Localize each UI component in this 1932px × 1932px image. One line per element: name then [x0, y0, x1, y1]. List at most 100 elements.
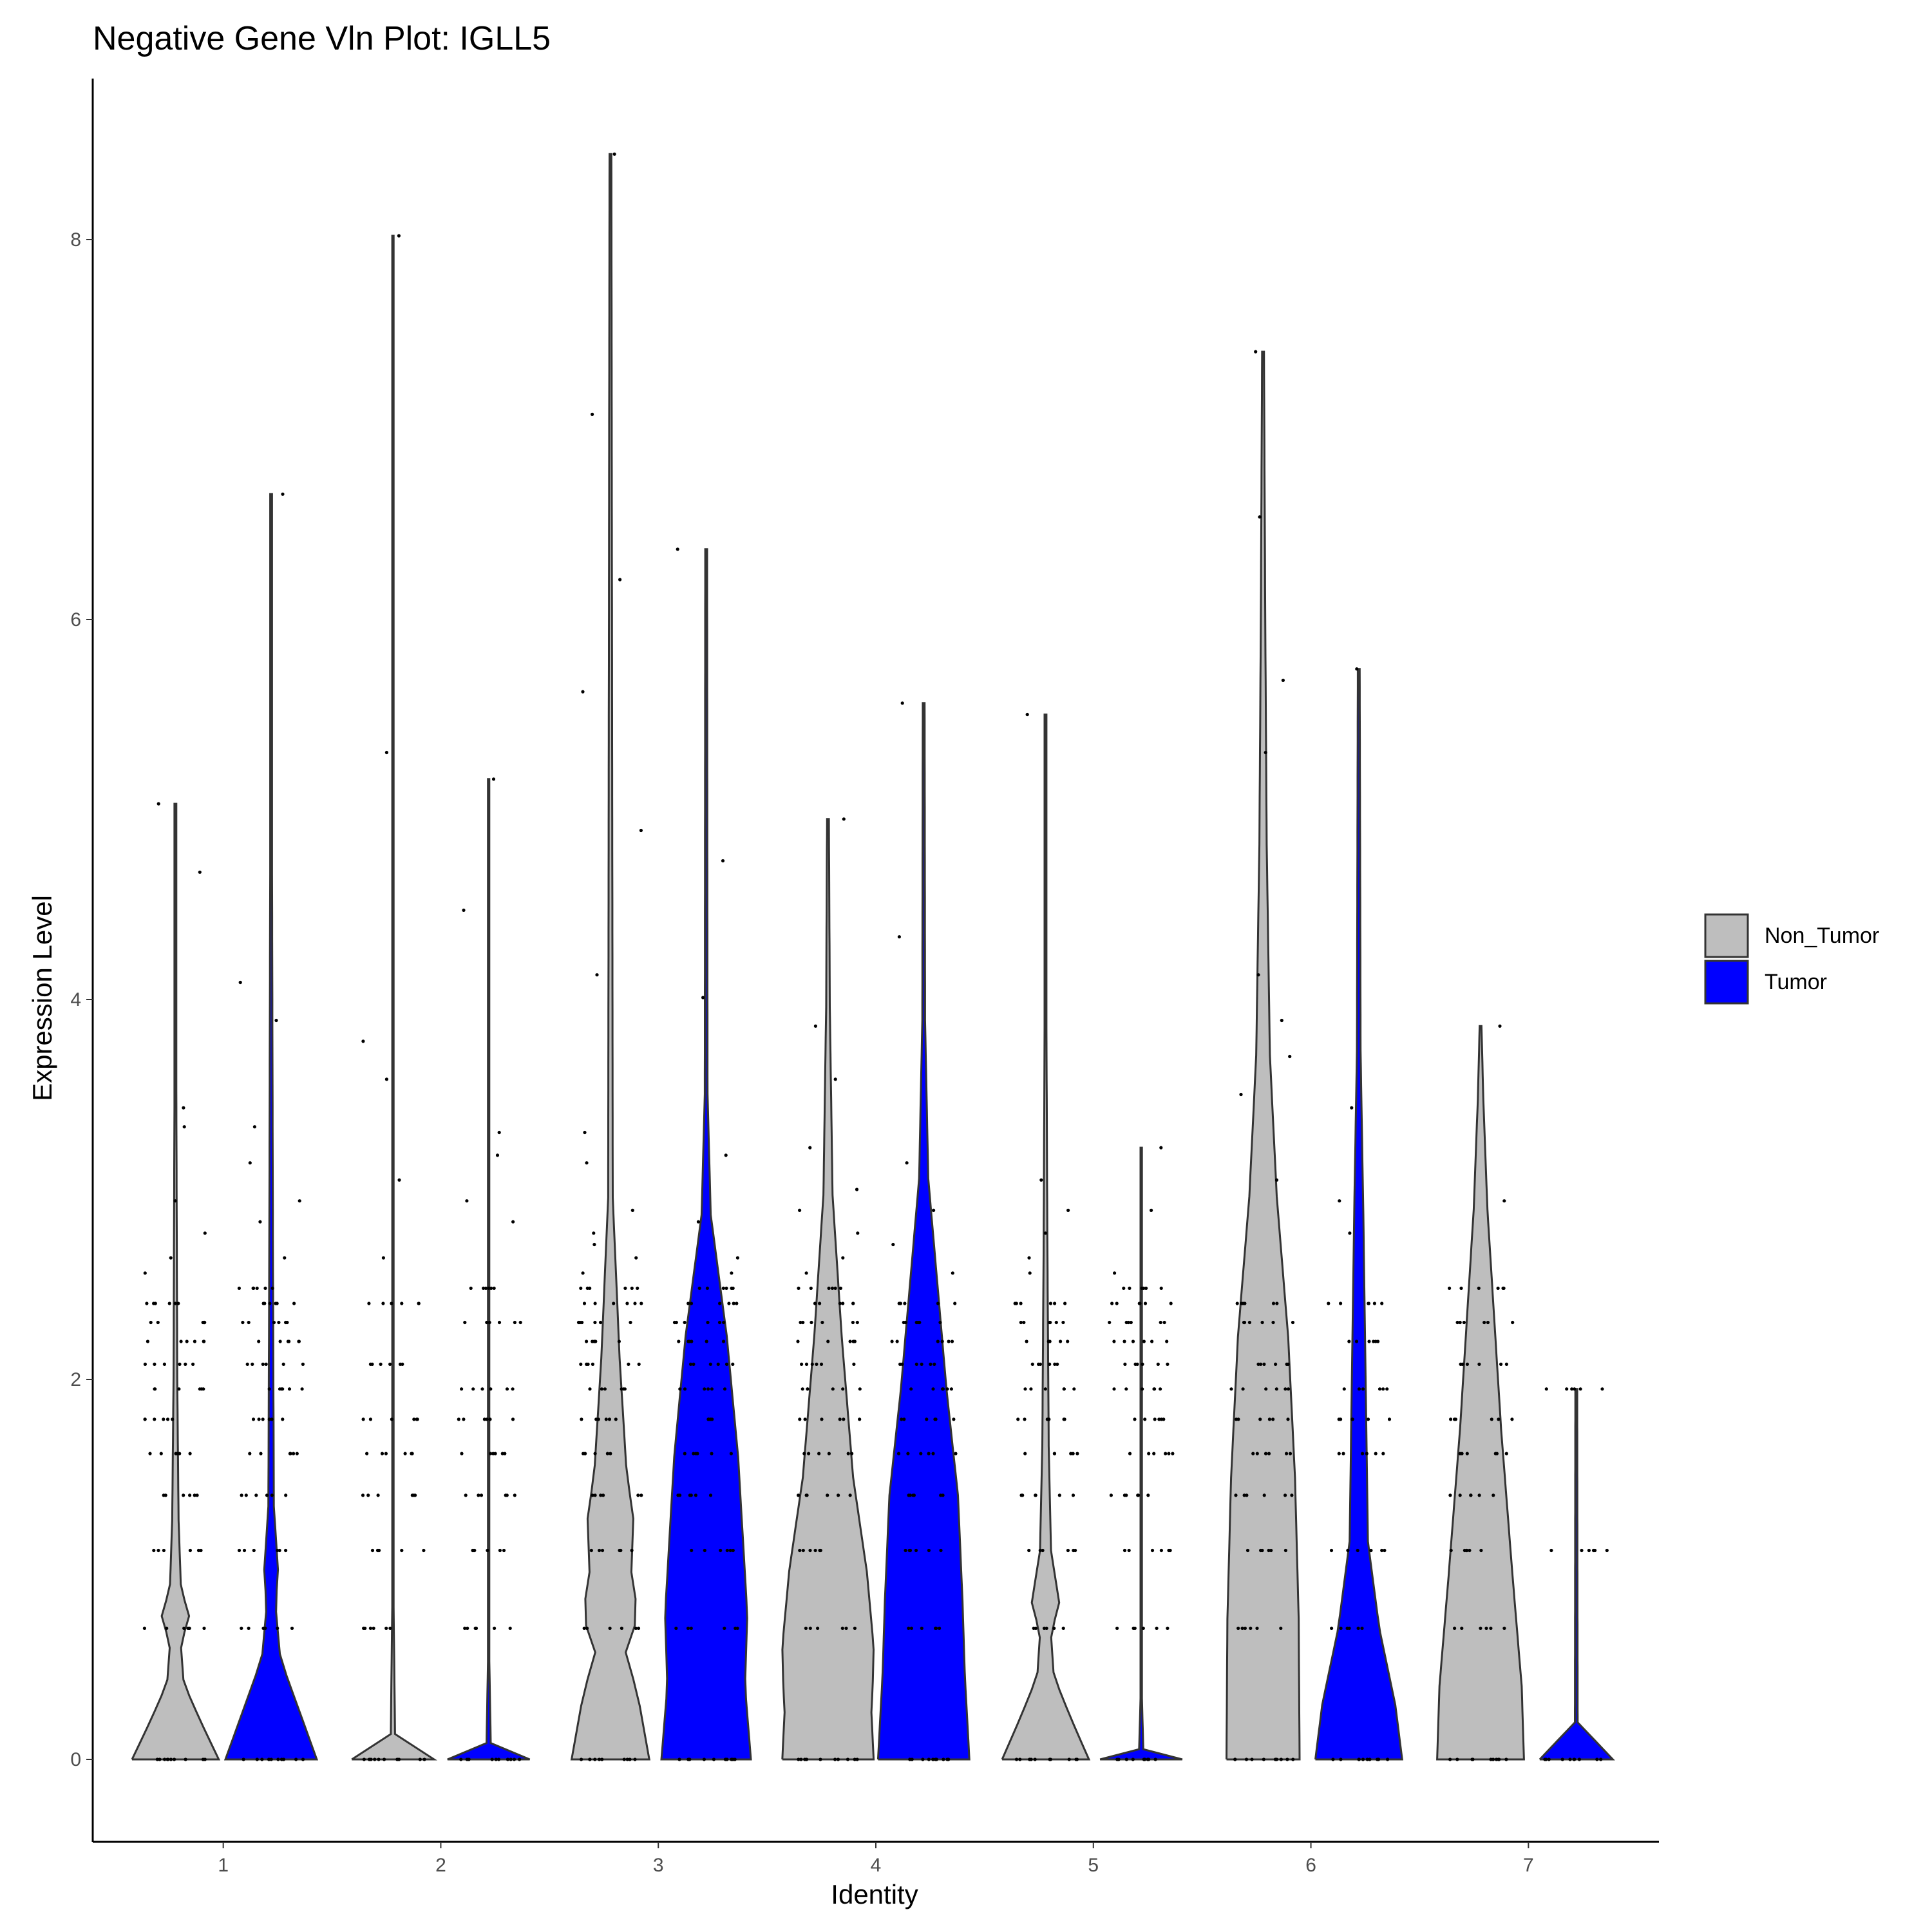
data-point	[1259, 1548, 1263, 1553]
data-point	[633, 1302, 637, 1305]
data-point	[1245, 1548, 1250, 1553]
data-point	[929, 1362, 933, 1366]
data-point	[1143, 1417, 1147, 1421]
data-point	[1549, 1548, 1553, 1553]
data-point	[838, 1286, 842, 1290]
data-point	[182, 1125, 186, 1129]
data-point	[585, 1626, 589, 1630]
data-point	[609, 1452, 612, 1455]
violin-non_tumor-1	[131, 802, 221, 1761]
data-point	[953, 1302, 957, 1305]
data-point	[278, 1387, 282, 1391]
data-point	[1448, 1493, 1452, 1497]
data-point	[400, 1302, 404, 1305]
data-point	[1477, 1493, 1481, 1497]
data-point	[1137, 1302, 1141, 1305]
data-point	[1066, 1548, 1070, 1553]
data-point	[1479, 1548, 1483, 1553]
data-point	[706, 1417, 710, 1421]
data-point	[381, 1256, 386, 1260]
data-point	[1112, 1340, 1116, 1343]
data-point	[252, 1125, 256, 1129]
data-point	[818, 1548, 822, 1553]
data-point	[1342, 1387, 1346, 1391]
data-point	[591, 412, 594, 417]
data-point	[600, 1548, 605, 1553]
data-point	[827, 1452, 831, 1455]
data-point	[1169, 1302, 1173, 1305]
y-tick-label: 8	[70, 229, 81, 251]
data-point	[193, 1340, 196, 1343]
data-point	[281, 1417, 285, 1421]
data-point	[1357, 1387, 1361, 1391]
data-point	[1283, 1548, 1287, 1553]
data-point	[283, 1256, 287, 1260]
data-point	[1133, 1417, 1137, 1421]
data-point	[366, 1493, 370, 1497]
data-point	[732, 1302, 735, 1305]
data-point	[689, 1626, 693, 1630]
data-point	[377, 1757, 381, 1761]
data-point	[511, 1417, 515, 1421]
data-point	[1350, 1106, 1354, 1110]
data-point	[284, 1493, 288, 1497]
data-point	[853, 1757, 857, 1761]
data-point	[1043, 1387, 1047, 1391]
data-point	[165, 1626, 169, 1630]
data-point	[259, 1452, 263, 1455]
data-point	[494, 1757, 498, 1761]
data-point	[703, 1548, 706, 1553]
data-point	[1291, 1757, 1295, 1761]
data-point	[1014, 1302, 1018, 1305]
data-point	[909, 1387, 913, 1391]
data-point	[518, 1757, 522, 1761]
data-point	[1477, 1362, 1481, 1366]
data-point	[158, 1757, 162, 1761]
data-point	[932, 1208, 936, 1212]
data-point	[1159, 1146, 1163, 1150]
legend-swatch-non_tumor	[1704, 913, 1749, 958]
data-point	[265, 1493, 269, 1497]
data-point	[1025, 712, 1029, 717]
data-point	[182, 1106, 185, 1110]
data-point	[384, 1452, 388, 1455]
data-point	[702, 1757, 706, 1761]
data-point	[1153, 1757, 1157, 1761]
data-point	[721, 1286, 725, 1290]
data-point	[491, 777, 496, 781]
data-point	[1144, 1286, 1148, 1290]
data-point	[252, 1548, 256, 1553]
data-point	[710, 1387, 714, 1391]
data-point	[518, 1320, 522, 1325]
data-point	[1578, 1387, 1582, 1391]
data-point	[287, 1387, 292, 1391]
data-point	[372, 1626, 375, 1630]
data-point	[143, 1271, 147, 1275]
data-point	[1374, 1452, 1378, 1455]
violin-non_tumor-3	[570, 153, 650, 1761]
data-point	[920, 1626, 923, 1630]
data-point	[831, 1387, 835, 1391]
data-point	[182, 1626, 186, 1630]
data-point	[1381, 1387, 1385, 1391]
data-point	[593, 1302, 597, 1305]
data-point	[513, 1320, 517, 1325]
data-point	[1378, 1387, 1382, 1391]
data-point	[1142, 1757, 1146, 1761]
data-point	[674, 1626, 678, 1630]
data-point	[1291, 1320, 1295, 1325]
data-point	[583, 1130, 587, 1135]
legend-swatch-tumor	[1704, 960, 1749, 1005]
data-point	[153, 1417, 156, 1421]
data-point	[377, 1548, 381, 1553]
data-point	[846, 1757, 849, 1761]
x-tick-label: 3	[653, 1855, 664, 1876]
data-point	[676, 547, 679, 551]
data-point	[1267, 1417, 1271, 1421]
data-point	[1267, 1548, 1271, 1553]
data-point	[1271, 1302, 1276, 1305]
data-point	[370, 1362, 374, 1366]
data-point	[1386, 1757, 1390, 1761]
data-point	[612, 152, 616, 156]
data-point	[1108, 1320, 1112, 1325]
